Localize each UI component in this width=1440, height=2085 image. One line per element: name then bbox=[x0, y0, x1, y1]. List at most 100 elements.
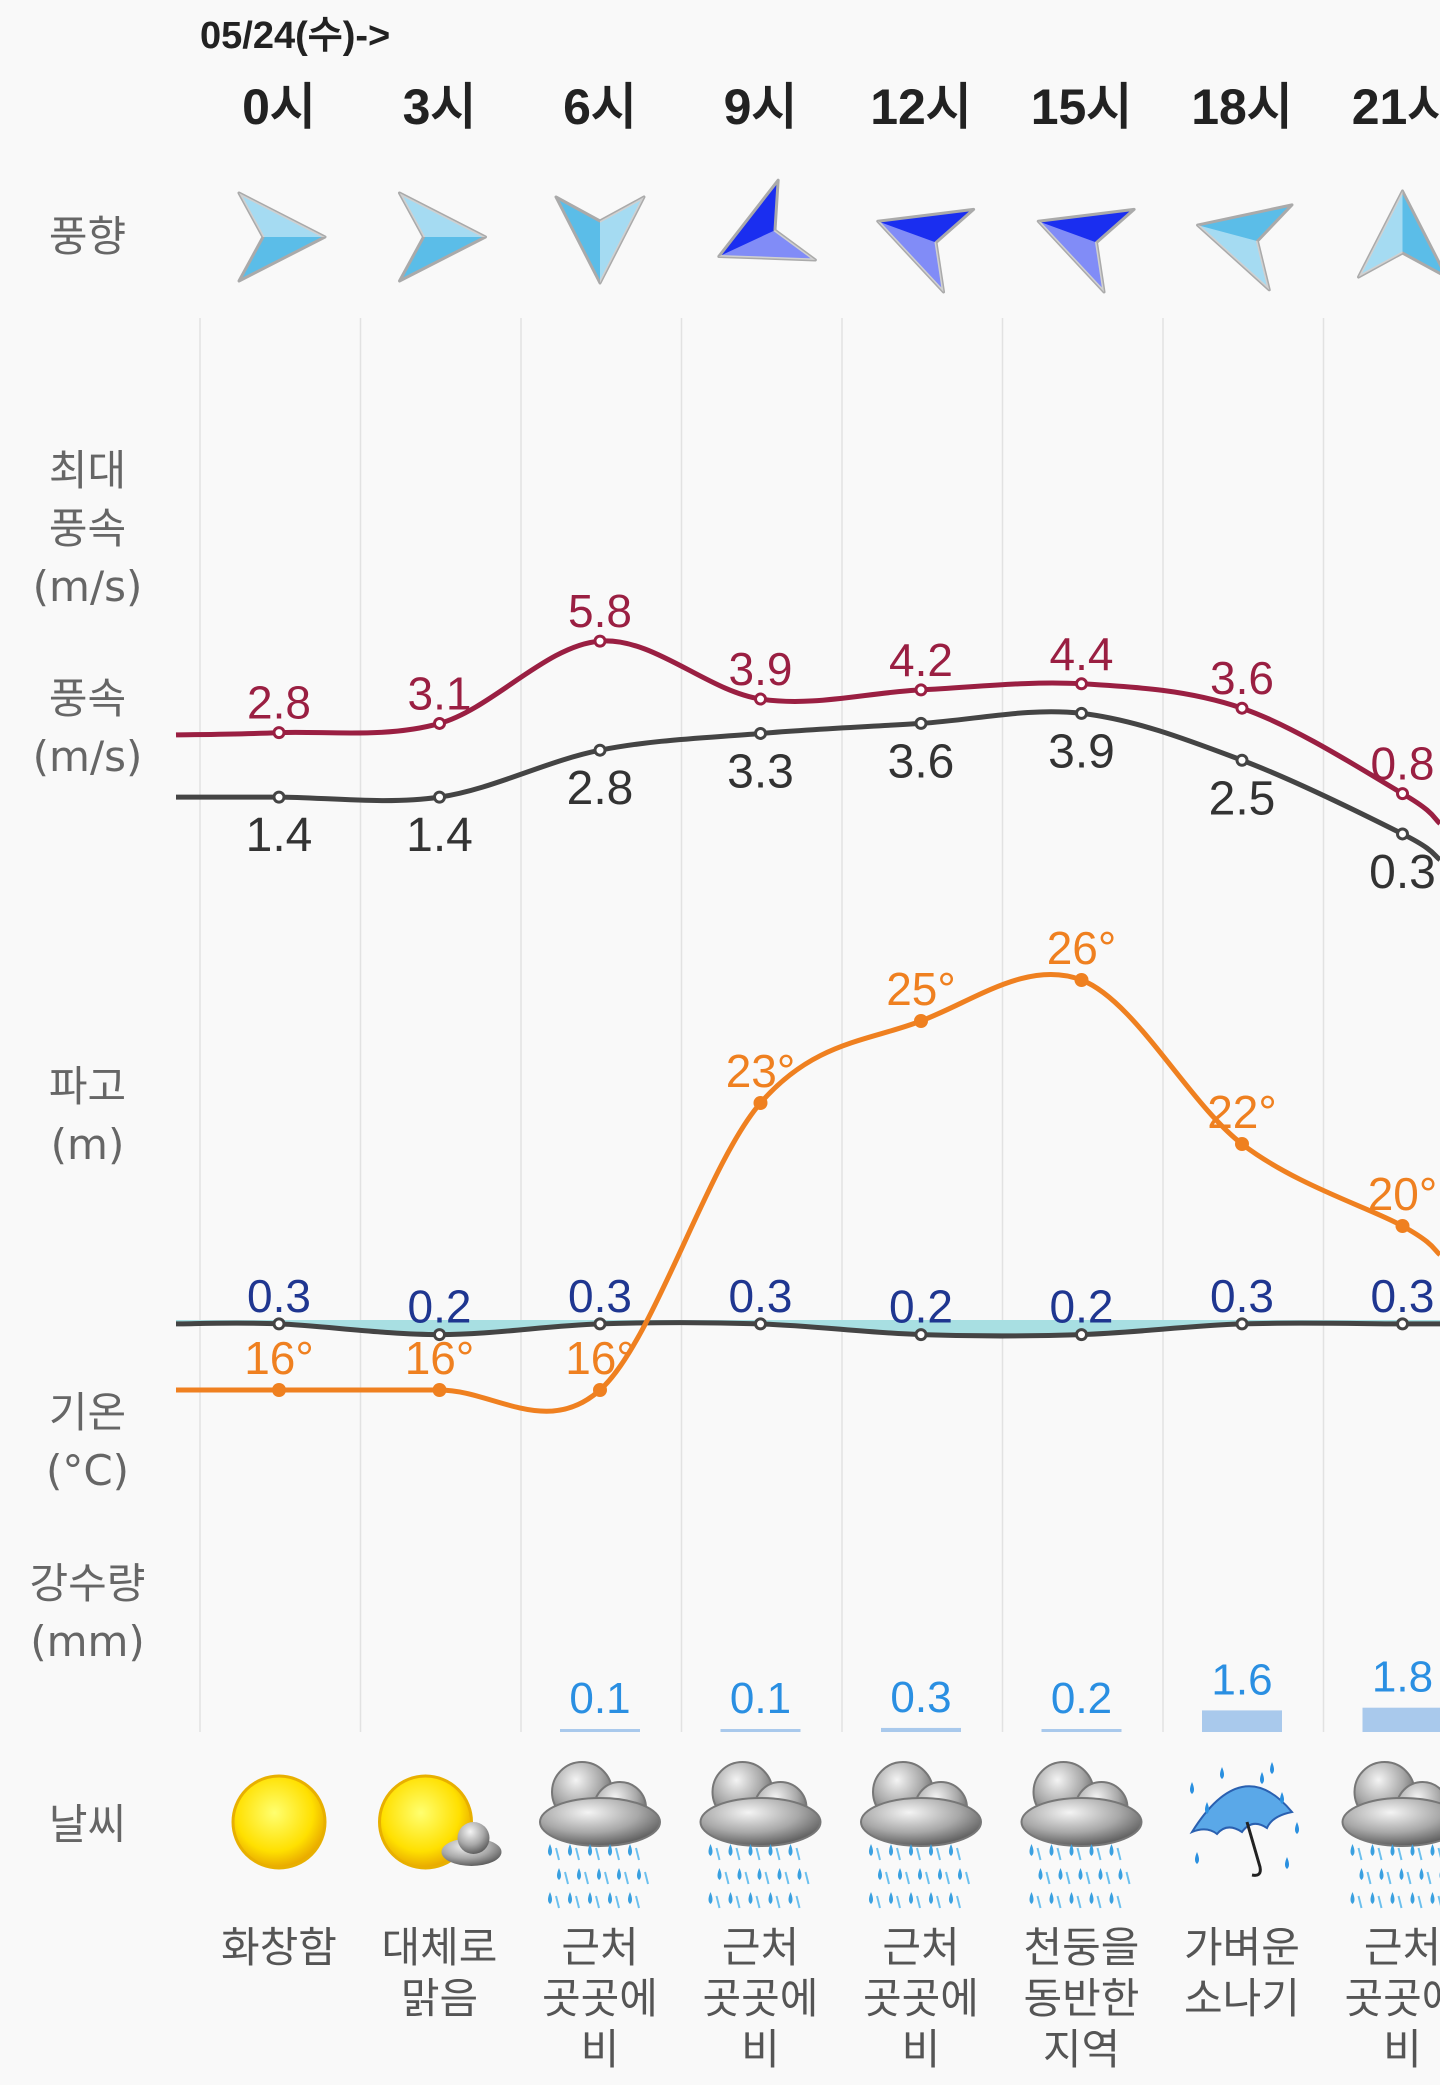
temperature-value: 16° bbox=[244, 1332, 314, 1384]
weather-description: 근처 bbox=[1364, 1924, 1440, 1971]
wind-speed-value: 3.6 bbox=[888, 735, 955, 788]
hour-label: 15시 bbox=[1031, 79, 1133, 135]
wave-value: 0.3 bbox=[568, 1270, 632, 1322]
rain-cloud-icon bbox=[539, 1761, 661, 1909]
wind-speed-point bbox=[593, 743, 607, 757]
precipitation-bar bbox=[1041, 1729, 1122, 1732]
max-wind-point bbox=[593, 634, 607, 648]
max-wind-point bbox=[1235, 701, 1249, 715]
precipitation-value: 0.1 bbox=[569, 1674, 630, 1723]
max-wind-value: 3.6 bbox=[1210, 652, 1274, 704]
wave-value: 0.2 bbox=[408, 1281, 472, 1333]
temp-label-line: 기온 bbox=[48, 1388, 127, 1437]
precipitation-bar bbox=[881, 1727, 961, 1732]
umbrella-rain-icon bbox=[1189, 1762, 1299, 1877]
temperature-value: 22° bbox=[1207, 1086, 1277, 1138]
wave-point bbox=[593, 1317, 607, 1331]
max-wind-point bbox=[272, 726, 286, 740]
weather-description: 곳곳에 bbox=[703, 1975, 819, 2022]
weather-description: 곳곳에 bbox=[863, 1975, 979, 2022]
max-wind-value: 4.2 bbox=[889, 634, 953, 686]
weather-description: 맑음 bbox=[401, 1975, 478, 2022]
max-wind-value: 3.9 bbox=[729, 643, 793, 695]
wind-speed-value: 1.4 bbox=[406, 809, 473, 862]
wind-direction-arrow-icon bbox=[1357, 189, 1440, 279]
hour-label: 9시 bbox=[724, 79, 798, 135]
wave-value: 0.3 bbox=[247, 1270, 311, 1322]
weather-description: 근처 bbox=[561, 1924, 638, 1971]
wind-direction-arrow-icon bbox=[398, 191, 487, 283]
weather-description: 대체로 bbox=[382, 1924, 498, 1971]
sun-cloud-icon bbox=[378, 1774, 502, 1870]
precipitation-value: 1.8 bbox=[1372, 1653, 1433, 1702]
wind-speed-label: 풍속 (m/s) bbox=[0, 670, 175, 786]
temperature-point bbox=[1074, 973, 1089, 987]
temperature-point bbox=[272, 1383, 286, 1397]
wind-direction-arrow-icon bbox=[1196, 203, 1294, 292]
wind-speed-point bbox=[1235, 753, 1249, 767]
temperature-value: 16° bbox=[565, 1332, 635, 1384]
weather-description: 비 bbox=[741, 2026, 780, 2073]
temperature-line bbox=[176, 971, 1440, 1414]
max-wind-point bbox=[1075, 677, 1088, 691]
wind-speed-point bbox=[754, 726, 767, 740]
wave-label-line: 파고 bbox=[48, 1062, 127, 1111]
wave-line bbox=[175, 1320, 1440, 1339]
wave-value: 0.3 bbox=[1210, 1270, 1274, 1322]
precipitation-bar bbox=[720, 1729, 801, 1732]
weather-description: 동반한 bbox=[1024, 1975, 1140, 2022]
wave-point bbox=[1396, 1317, 1409, 1331]
wind-speed-point bbox=[1396, 827, 1409, 841]
wave-value: 0.3 bbox=[729, 1270, 793, 1322]
max-wind-point bbox=[914, 683, 928, 697]
precipitation-value: 1.6 bbox=[1211, 1655, 1272, 1704]
wave-point bbox=[914, 1328, 928, 1342]
wave-value: 0.3 bbox=[1371, 1270, 1435, 1322]
hour-label: 12시 bbox=[870, 79, 972, 135]
weather-description: 비 bbox=[902, 2026, 941, 2073]
hour-label: 0시 bbox=[242, 79, 316, 135]
hour-label: 6시 bbox=[563, 79, 637, 135]
temperature-value: 16° bbox=[405, 1332, 475, 1384]
rain-cloud-icon bbox=[1341, 1761, 1440, 1909]
hour-label: 3시 bbox=[403, 79, 477, 135]
weather-description: 천둥을 bbox=[1024, 1924, 1140, 1971]
weather-description: 화창함 bbox=[221, 1924, 337, 1971]
temperature-point bbox=[1395, 1219, 1410, 1233]
precipitation-value: 0.1 bbox=[730, 1674, 791, 1723]
max-wind-point bbox=[1396, 787, 1409, 801]
temperature-label: 기온 (°C) bbox=[0, 1384, 175, 1500]
wave-value: 0.2 bbox=[889, 1281, 953, 1333]
wind-speed-point bbox=[914, 716, 928, 730]
precipitation-bar bbox=[1202, 1710, 1282, 1732]
wave-point bbox=[1235, 1317, 1249, 1331]
precipitation-bar bbox=[560, 1729, 640, 1732]
weather-description: 곳곳에 bbox=[542, 1975, 658, 2022]
wind-speed-point bbox=[272, 790, 286, 804]
wave-point bbox=[754, 1317, 767, 1331]
date-label: 05/24(수)-> bbox=[200, 15, 391, 57]
precip-label-line: (mm) bbox=[30, 1617, 145, 1666]
weather-description: 비 bbox=[581, 2026, 620, 2073]
wave-value: 0.2 bbox=[1050, 1281, 1114, 1333]
rain-cloud-icon bbox=[860, 1761, 982, 1909]
wind-direction-arrow-icon bbox=[237, 191, 327, 283]
wind-speed-point bbox=[1075, 706, 1088, 720]
wind-speed-line bbox=[176, 709, 1440, 862]
max-wind-label-line: (m/s) bbox=[32, 562, 143, 611]
temperature-point bbox=[432, 1383, 447, 1397]
max-wind-line bbox=[175, 638, 1440, 826]
wind-direction-arrow-icon bbox=[876, 207, 976, 294]
weather-description: 근처 bbox=[882, 1924, 959, 1971]
wind-direction-arrow-icon bbox=[554, 195, 646, 285]
wave-point bbox=[272, 1317, 286, 1331]
max-wind-value: 5.8 bbox=[568, 585, 632, 637]
wind-speed-value: 2.8 bbox=[567, 762, 634, 815]
sun-icon bbox=[231, 1774, 327, 1870]
wind-speed-label-line: (m/s) bbox=[32, 732, 143, 781]
wind-speed-value: 3.3 bbox=[727, 745, 794, 798]
wind-speed-value: 0.3 bbox=[1369, 846, 1436, 899]
wind-speed-value: 2.5 bbox=[1209, 772, 1276, 825]
weather-description: 소나기 bbox=[1184, 1975, 1300, 2022]
